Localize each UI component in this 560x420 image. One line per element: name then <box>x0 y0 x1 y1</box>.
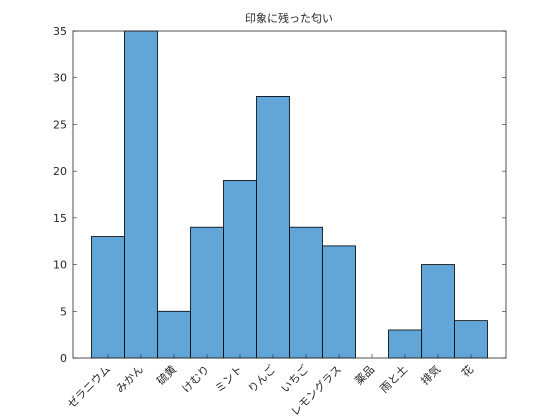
bar <box>223 180 257 359</box>
y-tick-label: 30 <box>53 72 67 85</box>
bar <box>322 245 356 359</box>
bar <box>124 30 158 359</box>
bar <box>157 310 191 359</box>
bar <box>421 264 455 359</box>
y-tick-label: 0 <box>60 352 67 365</box>
bar <box>256 96 290 359</box>
bar <box>91 236 125 359</box>
bar <box>289 226 323 359</box>
y-tick-label: 20 <box>53 165 67 178</box>
bar <box>454 320 488 359</box>
y-tick-label: 10 <box>53 259 67 272</box>
axes-box <box>72 30 507 359</box>
y-tick-label: 15 <box>53 212 67 225</box>
bar <box>388 329 422 359</box>
y-tick-label: 5 <box>60 305 67 318</box>
y-tick-label: 35 <box>53 25 67 38</box>
y-tick-label: 25 <box>53 118 67 131</box>
chart-title: 印象に残った匂い <box>245 11 333 25</box>
bar <box>190 226 224 359</box>
